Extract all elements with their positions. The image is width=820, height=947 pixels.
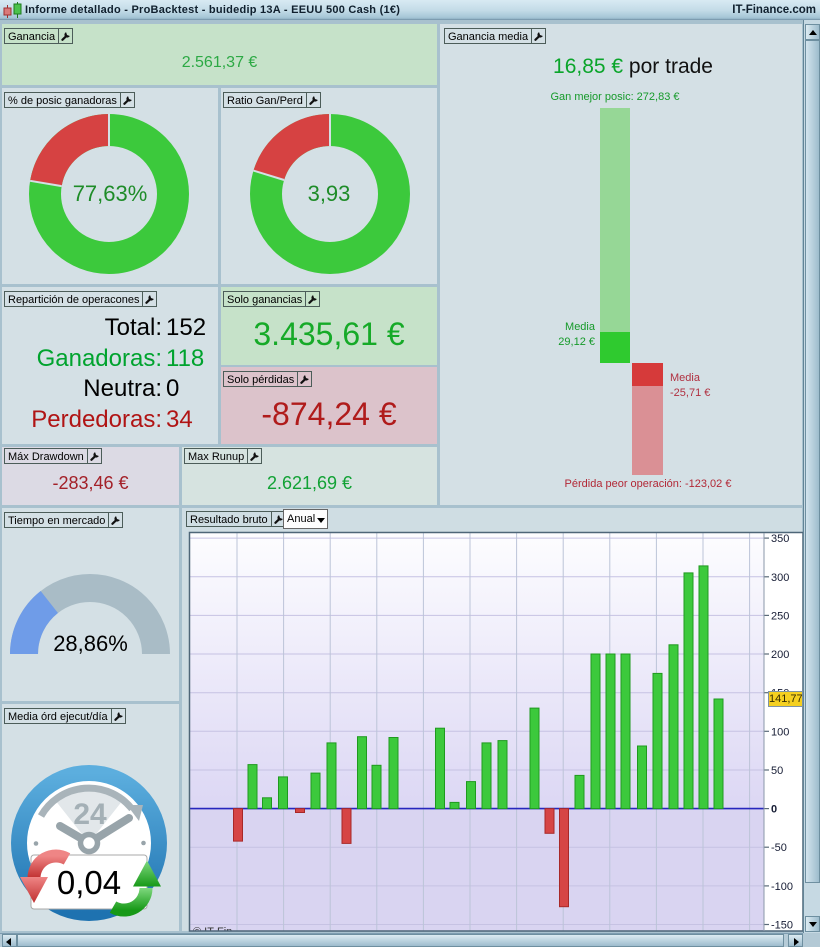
svg-text:250: 250 (771, 610, 789, 622)
svg-text:50: 50 (771, 765, 783, 777)
svg-text:350: 350 (771, 533, 789, 545)
svg-text:0: 0 (771, 804, 777, 816)
svg-text:-50: -50 (771, 842, 787, 854)
svg-text:300: 300 (771, 572, 789, 584)
svg-text:© IT-Fin: © IT-Fin (193, 926, 232, 938)
svg-text:100: 100 (771, 726, 789, 738)
svg-text:-150: -150 (771, 920, 793, 932)
svg-text:-100: -100 (771, 881, 793, 893)
svg-text:24: 24 (73, 798, 107, 831)
svg-text:200: 200 (771, 649, 789, 661)
